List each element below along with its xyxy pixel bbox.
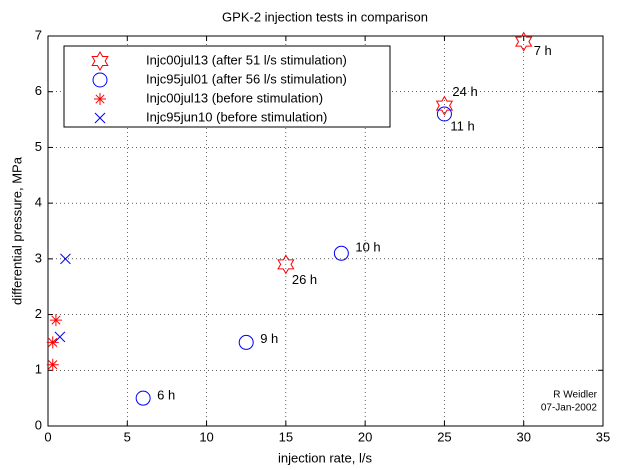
legend-marker <box>94 112 106 124</box>
marker <box>54 331 66 343</box>
marker <box>46 358 59 371</box>
y-tick-label: 2 <box>35 306 42 321</box>
x-tick-label: 25 <box>437 429 451 444</box>
y-tick-label: 6 <box>35 83 42 98</box>
x-tick-label: 20 <box>358 429 372 444</box>
x-tick-label: 0 <box>44 429 51 444</box>
annotation: R Weidler <box>553 390 597 401</box>
point-label: 11 h <box>450 118 474 133</box>
legend-marker <box>92 72 108 88</box>
x-tick-label: 30 <box>516 429 530 444</box>
x-tick-label: 15 <box>279 429 293 444</box>
point-label: 26 h <box>292 272 317 287</box>
plot-frame <box>47 35 604 427</box>
marker <box>49 314 62 327</box>
chart-title: GPK-2 injection tests in comparison <box>222 9 428 24</box>
point-label: 7 h <box>534 43 552 58</box>
x-tick-label: 5 <box>124 429 131 444</box>
x-tick-label: 10 <box>199 429 213 444</box>
annotation: 07-Jan-2002 <box>541 403 598 414</box>
point-label: 24 h <box>452 84 477 99</box>
legend-label: Injc95jun10 (before stimulation) <box>146 109 327 124</box>
y-tick-label: 5 <box>35 139 42 154</box>
point-label: 6 h <box>157 388 175 403</box>
y-axis-label: differential pressure, MPa <box>9 156 24 305</box>
marker <box>333 245 349 261</box>
marker <box>436 106 452 122</box>
marker <box>515 31 533 52</box>
marker <box>435 95 454 116</box>
point-label: 10 h <box>355 240 380 255</box>
legend-marker <box>94 93 106 105</box>
y-tick-label: 3 <box>35 250 42 265</box>
marker <box>135 390 151 406</box>
legend-label: Injc95jul01 (after 56 l/s stimulation) <box>146 71 347 86</box>
marker <box>46 336 59 349</box>
y-tick-label: 0 <box>35 417 42 432</box>
y-tick-label: 7 <box>35 27 42 42</box>
x-axis-label: injection rate, l/s <box>278 450 372 465</box>
legend-box <box>63 45 391 128</box>
y-tick-label: 1 <box>35 362 42 377</box>
legend-label: Injc00jul13 (after 51 l/s stimulation) <box>146 52 347 67</box>
x-tick-label: 35 <box>596 429 610 444</box>
marker <box>60 253 71 265</box>
marker <box>277 254 295 275</box>
legend-marker <box>91 50 109 72</box>
marker <box>238 334 254 350</box>
legend-label: Injc00jul13 (before stimulation) <box>146 90 323 105</box>
point-label: 9 h <box>260 331 278 346</box>
y-tick-label: 4 <box>35 195 42 210</box>
